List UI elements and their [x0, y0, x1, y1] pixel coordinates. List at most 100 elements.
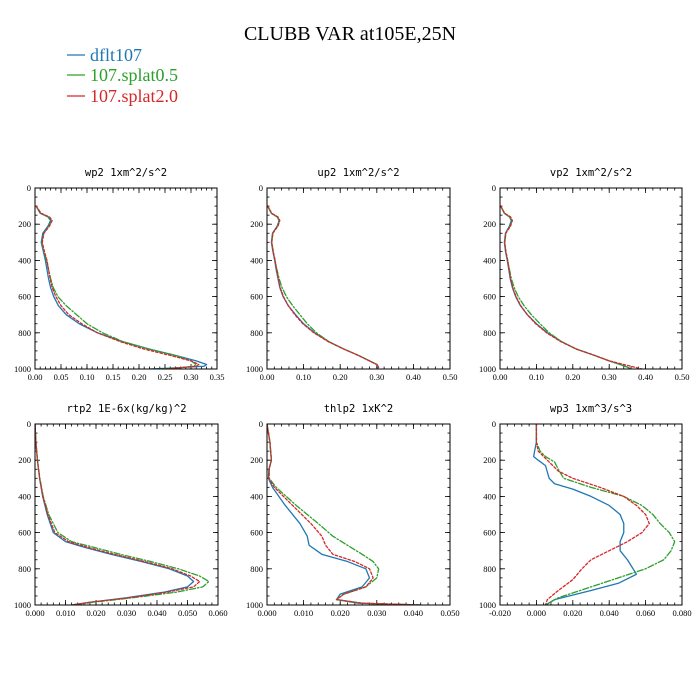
- x-tick-label: 0.000: [25, 608, 44, 618]
- y-tick-label: 0: [492, 419, 496, 429]
- y-tick-label: 0: [492, 183, 496, 193]
- x-tick-label: 0.020: [331, 608, 350, 618]
- x-tick-label: 0.20: [565, 372, 580, 382]
- x-tick-label: 0.40: [638, 372, 653, 382]
- panel-title: wp3 1xm^3/s^3: [550, 403, 632, 415]
- y-tick-label: 0: [27, 419, 31, 429]
- y-tick-label: 200: [250, 455, 263, 465]
- x-tick-label: 0.020: [86, 608, 105, 618]
- series-line-107-splat2-0: [535, 424, 650, 605]
- x-tick-label: 0.05: [54, 372, 69, 382]
- y-tick-label: 1000: [14, 600, 31, 610]
- x-tick-label: 0.10: [296, 372, 311, 382]
- y-tick-label: 200: [483, 455, 496, 465]
- series-line-107-splat0-5: [535, 424, 676, 605]
- chart-panel-6: wp3 1xm^3/s^3 -0.020 0.000 0.020 0.040 0.060 0…: [479, 403, 692, 618]
- x-tick-label: 0.10: [529, 372, 544, 382]
- x-tick-label: 0.25: [158, 372, 173, 382]
- y-tick-label: 0: [259, 419, 263, 429]
- y-tick-label: 1000: [479, 600, 496, 610]
- series-line-107-splat2-0: [267, 205, 380, 369]
- x-tick-label: -0.020: [489, 608, 511, 618]
- series-line-dflt107: [35, 205, 208, 369]
- series-line-107-splat0-5: [267, 205, 380, 369]
- y-tick-label: 1000: [14, 364, 31, 374]
- x-tick-label: 0.30: [602, 372, 617, 382]
- figure-title: CLUBB VAR at105E,25N: [244, 23, 456, 45]
- y-tick-label: 600: [483, 528, 496, 538]
- panel-title: thlp2 1xK^2: [324, 403, 394, 415]
- y-tick-label: 0: [27, 183, 31, 193]
- series-line-107-splat2-0: [35, 424, 201, 605]
- y-tick-label: 800: [250, 328, 263, 338]
- x-tick-label: 0.010: [294, 608, 313, 618]
- y-tick-label: 400: [483, 255, 496, 265]
- y-tick-label: 600: [250, 528, 263, 538]
- x-tick-label: 0.00: [493, 372, 508, 382]
- y-tick-label: 600: [483, 292, 496, 302]
- series-line-dflt107: [35, 424, 195, 605]
- chart-panel-1: wp2 1xm^2/s^2 0.00 0.05 0.10 0.15 0.20 0.25 0.3…: [14, 167, 224, 382]
- chart-panel-3: vp2 1xm^2/s^2 0.00 0.10 0.20 0.30 0.40 0.50 0 20…: [479, 167, 689, 382]
- x-tick-label: 0.020: [563, 608, 582, 618]
- chart-panel-4: rtp2 1E-6x(kg/kg)^2 0.000 0.010 0.020 0.030 0…: [14, 403, 228, 618]
- x-tick-label: 0.30: [369, 372, 384, 382]
- series-line-dflt107: [267, 424, 422, 605]
- plot-frame: [266, 187, 451, 370]
- y-tick-label: 400: [250, 491, 263, 501]
- x-tick-label: 0.30: [184, 372, 199, 382]
- panel-title: vp2 1xm^2/s^2: [550, 167, 632, 179]
- x-tick-label: 0.50: [675, 372, 690, 382]
- x-tick-label: 0.35: [210, 372, 225, 382]
- panel-title: up2 1xm^2/s^2: [317, 167, 399, 179]
- legend-label-splat2-0: 107.splat2.0: [90, 86, 178, 106]
- plot-frame: [34, 423, 219, 606]
- series-line-107-splat0-5: [267, 424, 422, 605]
- chart-panel-2: up2 1xm^2/s^2 0.00 0.10 0.20 0.30 0.40 0.50 0 20…: [246, 167, 457, 382]
- x-tick-label: 0.20: [333, 372, 348, 382]
- x-tick-label: 0.50: [443, 372, 458, 382]
- y-tick-label: 400: [18, 255, 31, 265]
- legend-label-dflt107: dflt107: [90, 45, 142, 65]
- y-tick-label: 600: [18, 292, 31, 302]
- y-tick-label: 800: [18, 328, 31, 338]
- x-tick-label: 0.10: [80, 372, 95, 382]
- series-line-dflt107: [533, 424, 638, 605]
- y-tick-label: 200: [250, 219, 263, 229]
- y-tick-label: 200: [483, 219, 496, 229]
- y-tick-label: 400: [250, 255, 263, 265]
- x-tick-label: 0.000: [257, 608, 276, 618]
- y-tick-label: 800: [250, 564, 263, 574]
- series-line-107-splat0-5: [35, 205, 197, 369]
- y-tick-label: 400: [18, 491, 31, 501]
- x-tick-label: 0.010: [56, 608, 75, 618]
- y-tick-label: 600: [250, 292, 263, 302]
- plot-frame: [34, 187, 218, 370]
- y-tick-label: 800: [18, 564, 31, 574]
- series-line-107-splat2-0: [500, 205, 643, 369]
- series-line-107-splat2-0: [267, 424, 422, 605]
- y-tick-label: 200: [18, 455, 31, 465]
- x-tick-label: 0.20: [132, 372, 147, 382]
- y-tick-label: 1000: [246, 600, 263, 610]
- series-line-107-splat2-0: [35, 205, 200, 369]
- y-tick-label: 1000: [246, 364, 263, 374]
- x-tick-label: 0.40: [406, 372, 421, 382]
- legend-label-splat0-5: 107.splat0.5: [90, 65, 178, 85]
- x-tick-label: 0.060: [208, 608, 227, 618]
- series-line-dflt107: [267, 205, 380, 369]
- x-tick-label: 0.00: [260, 372, 275, 382]
- x-tick-label: 0.050: [440, 608, 459, 618]
- panel-grid: wp2 1xm^2/s^2 0.00 0.05 0.10 0.15 0.20 0.25 0.3…: [14, 167, 692, 618]
- y-tick-label: 200: [18, 219, 31, 229]
- legend: dflt107 107.splat0.5 107.splat2.0: [67, 45, 178, 106]
- panel-title: rtp2 1E-6x(kg/kg)^2: [66, 403, 186, 415]
- x-tick-label: 0.060: [636, 608, 655, 618]
- x-tick-label: 0.030: [117, 608, 136, 618]
- plot-frame: [266, 423, 451, 606]
- plot-frame: [499, 187, 683, 370]
- x-tick-label: 0.15: [106, 372, 121, 382]
- y-tick-label: 800: [483, 328, 496, 338]
- series-line-107-splat0-5: [35, 424, 210, 605]
